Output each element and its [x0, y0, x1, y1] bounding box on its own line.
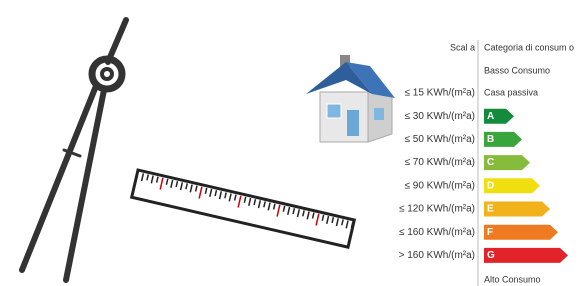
class-arrow — [484, 202, 550, 217]
page: Scal a Categoria di consum o Basso Consu… — [0, 0, 583, 286]
class-letter: E — [487, 204, 494, 215]
class-letter: B — [487, 134, 494, 145]
threshold-label: ≤ 90 KWh/(m²a) — [405, 180, 476, 191]
threshold-label: ≤ 160 KWh/(m²a) — [399, 227, 475, 238]
compass — [22, 20, 126, 280]
scale-label: Scal a — [450, 42, 475, 52]
low-label: Basso Consumo — [484, 65, 550, 75]
threshold-label: ≤ 30 KWh/(m²a) — [405, 111, 476, 122]
threshold-label: > 160 KWh/(m²a) — [399, 250, 475, 261]
energy-scale: ≤ 15 KWh/(m²a) Casa passiva ≤ 30 KWh/(m²a)… — [399, 87, 568, 263]
category-label: Categoria di consum o — [484, 42, 574, 52]
illustration: Scal a Categoria di consum o Basso Consu… — [0, 0, 583, 286]
class-letter: D — [487, 180, 494, 191]
class-label: Casa passiva — [484, 87, 538, 97]
class-letter: A — [487, 111, 494, 122]
threshold-label: ≤ 120 KWh/(m²a) — [399, 204, 475, 215]
class-arrow — [484, 248, 568, 263]
class-letter: F — [487, 227, 493, 238]
high-label: Alto Consumo — [484, 274, 541, 284]
threshold-label: ≤ 15 KWh/(m²a) — [405, 88, 476, 99]
house-icon — [306, 55, 395, 142]
class-letter: G — [487, 250, 495, 261]
class-arrow — [484, 225, 558, 240]
threshold-label: ≤ 70 KWh/(m²a) — [405, 157, 476, 168]
class-letter: C — [487, 157, 494, 168]
ruler — [132, 170, 355, 247]
threshold-label: ≤ 50 KWh/(m²a) — [405, 134, 476, 145]
